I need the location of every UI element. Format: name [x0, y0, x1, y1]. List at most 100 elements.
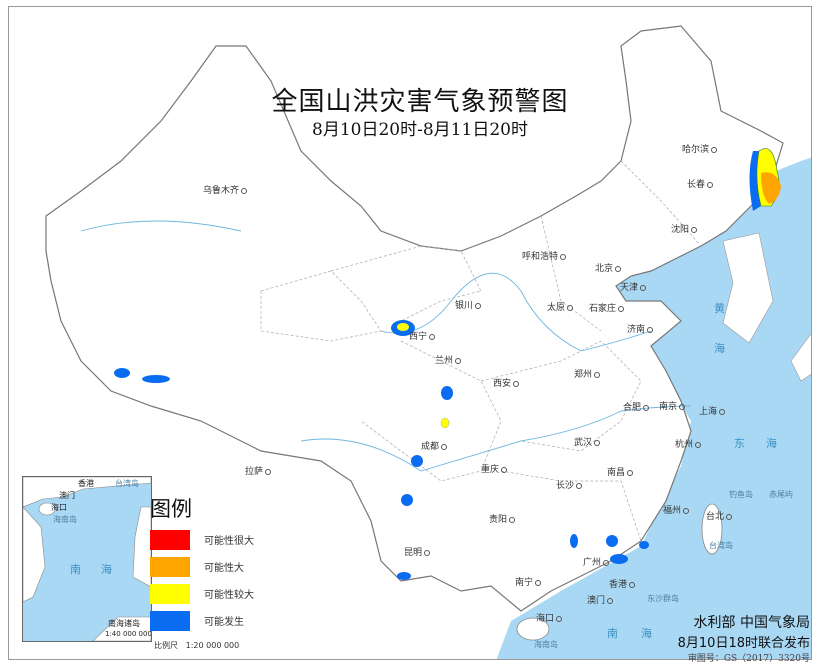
- inset-label: 台湾岛: [115, 479, 139, 488]
- city-label: 哈尔滨: [682, 142, 717, 155]
- warning-yunnan-blue-1: [401, 494, 413, 506]
- island-label: 东沙群岛: [647, 594, 679, 603]
- city-label: 北京: [595, 261, 621, 274]
- city-label: 海口: [536, 611, 562, 624]
- korea-peninsula: [722, 232, 774, 344]
- inset-label: 海南岛: [53, 515, 77, 524]
- legend-label: 可能性很大: [204, 536, 254, 547]
- inset-philippines: [132, 506, 151, 588]
- city-label: 成都: [421, 439, 447, 452]
- japan: [790, 333, 811, 382]
- legend-item: 可能性较大: [150, 580, 280, 607]
- south-china-sea-inset: 香港 澳门 海口 海南岛 台湾岛 南 海 南海诸岛 1:40 000 000: [22, 476, 152, 642]
- inset-name: 南海诸岛: [108, 619, 140, 628]
- warning-sichuan-yellow: [440, 417, 450, 429]
- city-label: 福州: [663, 503, 689, 516]
- legend-item: 可能性大: [150, 553, 280, 580]
- inset-label: 南: [70, 563, 81, 576]
- warning-qinghai-yellow: [397, 323, 409, 331]
- scale-bar: 比例尺 1:20 000 000: [154, 641, 239, 651]
- city-label: 乌鲁木齐: [203, 183, 247, 196]
- sea-label: 南: [607, 627, 618, 640]
- warning-guangdong-blue-2: [606, 535, 618, 547]
- review-number: 审图号：GS（2017）3320号: [687, 654, 810, 664]
- city-label: 武汉: [574, 435, 600, 448]
- city-label: 合肥: [623, 400, 649, 413]
- island-label: 赤尾屿: [769, 490, 793, 499]
- sea-label: 东: [734, 437, 745, 450]
- city-label: 上海: [699, 404, 725, 417]
- city-label: 拉萨: [245, 464, 271, 477]
- inset-map: [23, 477, 151, 641]
- city-label: 南宁: [515, 575, 541, 588]
- warning-guangdong-blue-3: [610, 554, 628, 564]
- city-label: 太原: [547, 300, 573, 313]
- city-label: 杭州: [675, 437, 701, 450]
- city-label: 广州: [583, 555, 609, 568]
- inset-label: 海: [101, 563, 112, 576]
- warning-tibet-blue-2: [142, 375, 170, 383]
- city-label: 西安: [493, 376, 519, 389]
- xinjiang-river: [80, 220, 242, 232]
- sea-label: 海: [641, 627, 652, 640]
- inset-label: 澳门: [59, 491, 75, 500]
- warning-sichuan-blue: [411, 455, 423, 467]
- warning-areas: [114, 148, 781, 580]
- map-subtitle: 8月10日20时-8月11日20时: [312, 120, 528, 140]
- inset-hainan: [38, 502, 56, 516]
- legend-swatch-blue: [150, 610, 190, 631]
- inset-mainland: [23, 477, 151, 508]
- city-label: 重庆: [481, 462, 507, 475]
- city-label: 昆明: [404, 545, 430, 558]
- city-label: 台北: [706, 509, 732, 522]
- city-label: 兰州: [435, 353, 461, 366]
- city-label: 澳门: [587, 593, 613, 606]
- inset-label: 海口: [51, 503, 67, 512]
- issue-time: 8月10日18时联合发布: [677, 636, 810, 651]
- legend-title: 图例: [150, 497, 192, 521]
- city-label: 南昌: [607, 465, 633, 478]
- sea-label: 海: [766, 437, 777, 450]
- warning-guangdong-blue-1: [570, 534, 578, 548]
- inset-label: 香港: [78, 479, 94, 488]
- legend-label: 可能性大: [204, 563, 244, 574]
- city-label: 银川: [455, 298, 481, 311]
- city-label: 石家庄: [589, 301, 624, 314]
- city-label: 香港: [609, 577, 635, 590]
- legend-label: 可能性较大: [204, 590, 254, 601]
- legend-item: 可能性很大: [150, 526, 280, 553]
- island-label: 钓鱼岛: [729, 490, 753, 499]
- inset-borneo: [92, 616, 151, 641]
- warning-tibet-blue-1: [114, 368, 130, 378]
- yellow-river: [380, 272, 652, 352]
- city-label: 济南: [627, 322, 653, 335]
- legend-swatch-red: [150, 529, 190, 550]
- publisher-block: 水利部 中国气象局 8月10日18时联合发布 审图号：GS（2017）3320号: [678, 612, 810, 664]
- city-label: 长沙: [556, 478, 582, 491]
- legend-label: 可能发生: [204, 617, 244, 628]
- island-label: 海南岛: [534, 640, 558, 649]
- island-label: 台湾岛: [709, 541, 733, 550]
- inset-scale: 1:40 000 000: [105, 630, 152, 638]
- legend: 图例 可能性很大 可能性大 可能性较大 可能发生: [150, 496, 280, 634]
- inset-indochina: [23, 506, 46, 603]
- warning-ne-orange: [761, 172, 781, 204]
- china-outline: [45, 25, 784, 612]
- legend-swatch-orange: [150, 556, 190, 577]
- sea-label: 海: [714, 342, 725, 355]
- sea: [496, 157, 811, 659]
- publisher-agencies: 水利部 中国气象局: [693, 615, 810, 631]
- warning-guangdong-blue-4: [639, 541, 649, 549]
- city-label: 西宁: [409, 329, 435, 342]
- city-label: 贵阳: [489, 512, 515, 525]
- legend-item: 可能发生: [150, 607, 280, 634]
- scale-label: 比例尺: [154, 641, 178, 650]
- scale-value: 1:20 000 000: [185, 641, 240, 650]
- legend-swatch-yellow: [150, 583, 190, 604]
- city-label: 天津: [620, 280, 646, 293]
- city-label: 沈阳: [671, 222, 697, 235]
- city-label: 长春: [687, 177, 713, 190]
- city-label: 郑州: [574, 367, 600, 380]
- city-label: 南京: [659, 399, 685, 412]
- map-title: 全国山洪灾害气象预警图: [271, 87, 569, 117]
